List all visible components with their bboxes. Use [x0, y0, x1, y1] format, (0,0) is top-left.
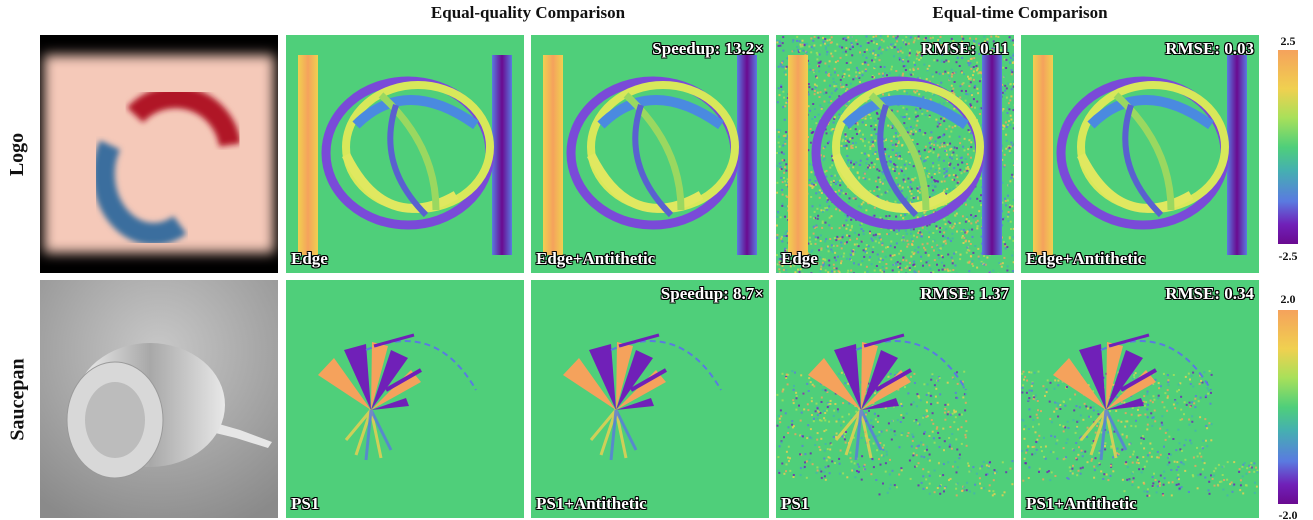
reference-image — [40, 35, 278, 273]
visualization — [776, 280, 1014, 518]
method-label: Edge+Antithetic — [1026, 249, 1145, 269]
method-label: Edge — [781, 249, 818, 269]
method-label: Edge+Antithetic — [536, 249, 655, 269]
colorbar — [1278, 310, 1298, 504]
colorbar — [1278, 50, 1298, 244]
colorbar-min: -2.0 — [1270, 508, 1306, 520]
row-label-text: Logo — [7, 132, 30, 175]
metric-label: RMSE: 0.03 — [1165, 39, 1254, 59]
method-label: PS1 — [781, 494, 809, 514]
header: Equal-time Comparison — [780, 3, 1260, 23]
result-panel: Edge+Antithetic Speedup: 13.2× — [531, 35, 769, 273]
logo-render — [40, 35, 278, 273]
metric-label: Speedup: 8.7× — [661, 284, 764, 304]
metric-label: RMSE: 0.11 — [921, 39, 1009, 59]
visualization — [531, 35, 769, 273]
method-label: PS1+Antithetic — [536, 494, 647, 514]
method-label: PS1 — [291, 494, 319, 514]
result-panel: PS1+Antithetic Speedup: 8.7× — [531, 280, 769, 518]
metric-label: Speedup: 13.2× — [652, 39, 764, 59]
visualization — [776, 35, 1014, 273]
row-label: Logo — [6, 35, 30, 273]
metric-label: RMSE: 1.37 — [920, 284, 1009, 304]
visualization — [1021, 35, 1259, 273]
visualization — [531, 280, 769, 518]
result-panel: Edge+Antithetic RMSE: 0.03 — [1021, 35, 1259, 273]
result-panel: PS1+Antithetic RMSE: 0.34 — [1021, 280, 1259, 518]
method-label: Edge — [291, 249, 328, 269]
result-panel: Edge — [286, 35, 524, 273]
row-label-text: Saucepan — [7, 358, 30, 440]
colorbar-max: 2.0 — [1270, 292, 1306, 307]
colorbar-max: 2.5 — [1270, 34, 1306, 49]
row-label: Saucepan — [6, 280, 30, 518]
reference-image — [40, 280, 278, 518]
visualization — [286, 35, 524, 273]
visualization — [286, 280, 524, 518]
colorbar-min: -2.5 — [1270, 249, 1306, 264]
saucepan-render — [40, 280, 278, 518]
figure: Equal-quality Comparison Equal-time Comp… — [0, 0, 1313, 520]
result-panel: PS1 RMSE: 1.37 — [776, 280, 1014, 518]
method-label: PS1+Antithetic — [1026, 494, 1137, 514]
metric-label: RMSE: 0.34 — [1165, 284, 1254, 304]
visualization — [1021, 280, 1259, 518]
result-panel: Edge RMSE: 0.11 — [776, 35, 1014, 273]
header: Equal-quality Comparison — [288, 3, 768, 23]
result-panel: PS1 — [286, 280, 524, 518]
